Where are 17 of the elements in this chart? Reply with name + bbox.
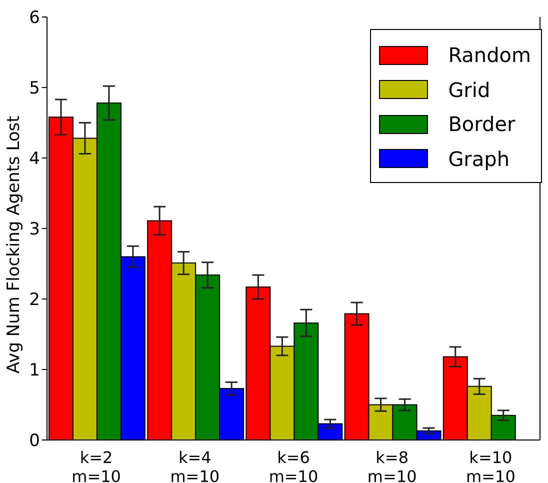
y-tick-label: 6: [29, 8, 40, 28]
y-tick-label: 2: [29, 290, 40, 310]
x-tick-label: k=6 m=10: [268, 448, 318, 483]
x-tick-label: k=4 m=10: [170, 448, 220, 483]
x-tick-label: k=8 m=10: [367, 448, 417, 483]
x-tick-label: k=10 m=10: [466, 448, 516, 483]
x-tick-label: k=2 m=10: [72, 448, 121, 483]
y-tick-label: 4: [29, 149, 40, 170]
legend-label: Graph: [448, 146, 510, 171]
y-tick-label: 5: [29, 78, 40, 99]
y-tick-label: 3: [29, 220, 40, 240]
legend-label: Grid: [448, 78, 490, 102]
y-axis-title: Avg Num Flocking Agents Lost: [4, 115, 24, 374]
legend-label: Random: [448, 43, 531, 68]
y-tick-label: 0: [29, 431, 40, 452]
y-tick-label: 1: [29, 360, 40, 381]
legend-label: Border: [448, 112, 516, 136]
